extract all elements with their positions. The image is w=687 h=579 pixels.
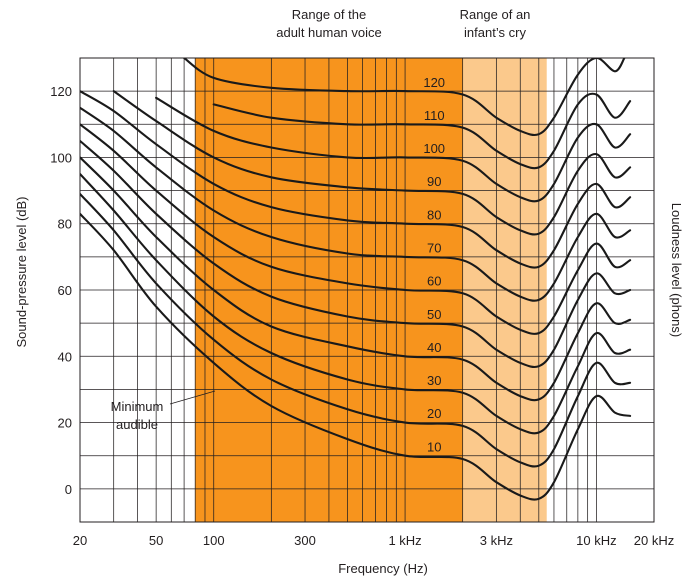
- x-tick-label: 10 kHz: [576, 533, 616, 548]
- x-tick-label: 3 kHz: [480, 533, 513, 548]
- phon-label: 20: [427, 406, 441, 421]
- curve-100-phon: [155, 96, 632, 203]
- region-voice-title-line2: adult human voice: [276, 25, 382, 40]
- region-voice-title-line1: Range of the: [292, 7, 366, 22]
- y-tick-label: 120: [50, 84, 72, 99]
- phon-label: 110: [424, 108, 445, 123]
- curve-60-phon: [80, 123, 632, 335]
- x-tick-label: 100: [203, 533, 225, 548]
- x-tick-label: 20 kHz: [634, 533, 674, 548]
- y-tick-labels: 0 20 40 60 80 100 120: [50, 84, 72, 497]
- minimum-audible-leader: [169, 390, 216, 405]
- curve-40-phon: [80, 156, 632, 402]
- y-tick-label: 20: [58, 416, 72, 431]
- y-tick-label: 80: [58, 217, 72, 232]
- curve-30-phon: [80, 172, 632, 435]
- minimum-audible-label-line2: audible: [116, 417, 158, 432]
- y-tick-label: 0: [65, 482, 72, 497]
- curve-80-phon: [80, 90, 632, 269]
- phon-label: 30: [427, 373, 441, 388]
- phon-label: 40: [427, 340, 441, 355]
- x-tick-label: 20: [73, 533, 87, 548]
- equal-loudness-curves: [80, 58, 632, 501]
- phon-label: 70: [427, 240, 441, 255]
- curve-70-phon: [80, 106, 632, 302]
- phon-label: 120: [423, 75, 445, 90]
- phon-label: 60: [427, 274, 441, 289]
- phon-label: 50: [427, 307, 441, 322]
- y-axis-title: Sound-pressure level (dB): [14, 196, 29, 347]
- curve-90-phon: [112, 90, 632, 236]
- minimum-audible-label-line1: Minimum: [111, 399, 164, 414]
- curve-50-phon: [80, 139, 632, 369]
- plot-frame: [79, 57, 655, 523]
- region-cry-title-line1: Range of an: [460, 7, 531, 22]
- curve-110-phon: [212, 92, 632, 170]
- phon-label: 10: [427, 439, 441, 454]
- x-tick-label: 300: [294, 533, 316, 548]
- phon-label: 100: [423, 141, 445, 156]
- curve-10-phon: [80, 212, 632, 501]
- region-cry-title-line2: infant’s cry: [464, 25, 526, 40]
- x-axis-title: Frequency (Hz): [338, 561, 428, 576]
- y-tick-label: 40: [58, 349, 72, 364]
- x-tick-label: 1 kHz: [388, 533, 421, 548]
- x-tick-label: 50: [149, 533, 163, 548]
- phon-label: 90: [427, 174, 441, 189]
- x-tick-labels: 20 50 100 300 1 kHz 3 kHz 10 kHz 20 kHz: [73, 533, 674, 548]
- phon-label: 80: [427, 207, 441, 222]
- y-tick-label: 60: [58, 283, 72, 298]
- curve-20-phon: [80, 192, 632, 468]
- y2-axis-title: Loudness level (phons): [669, 203, 684, 337]
- y-tick-label: 100: [50, 150, 72, 165]
- phon-labels: 10 20 30 40 50 60 70 80 90 100 110 120: [423, 75, 445, 455]
